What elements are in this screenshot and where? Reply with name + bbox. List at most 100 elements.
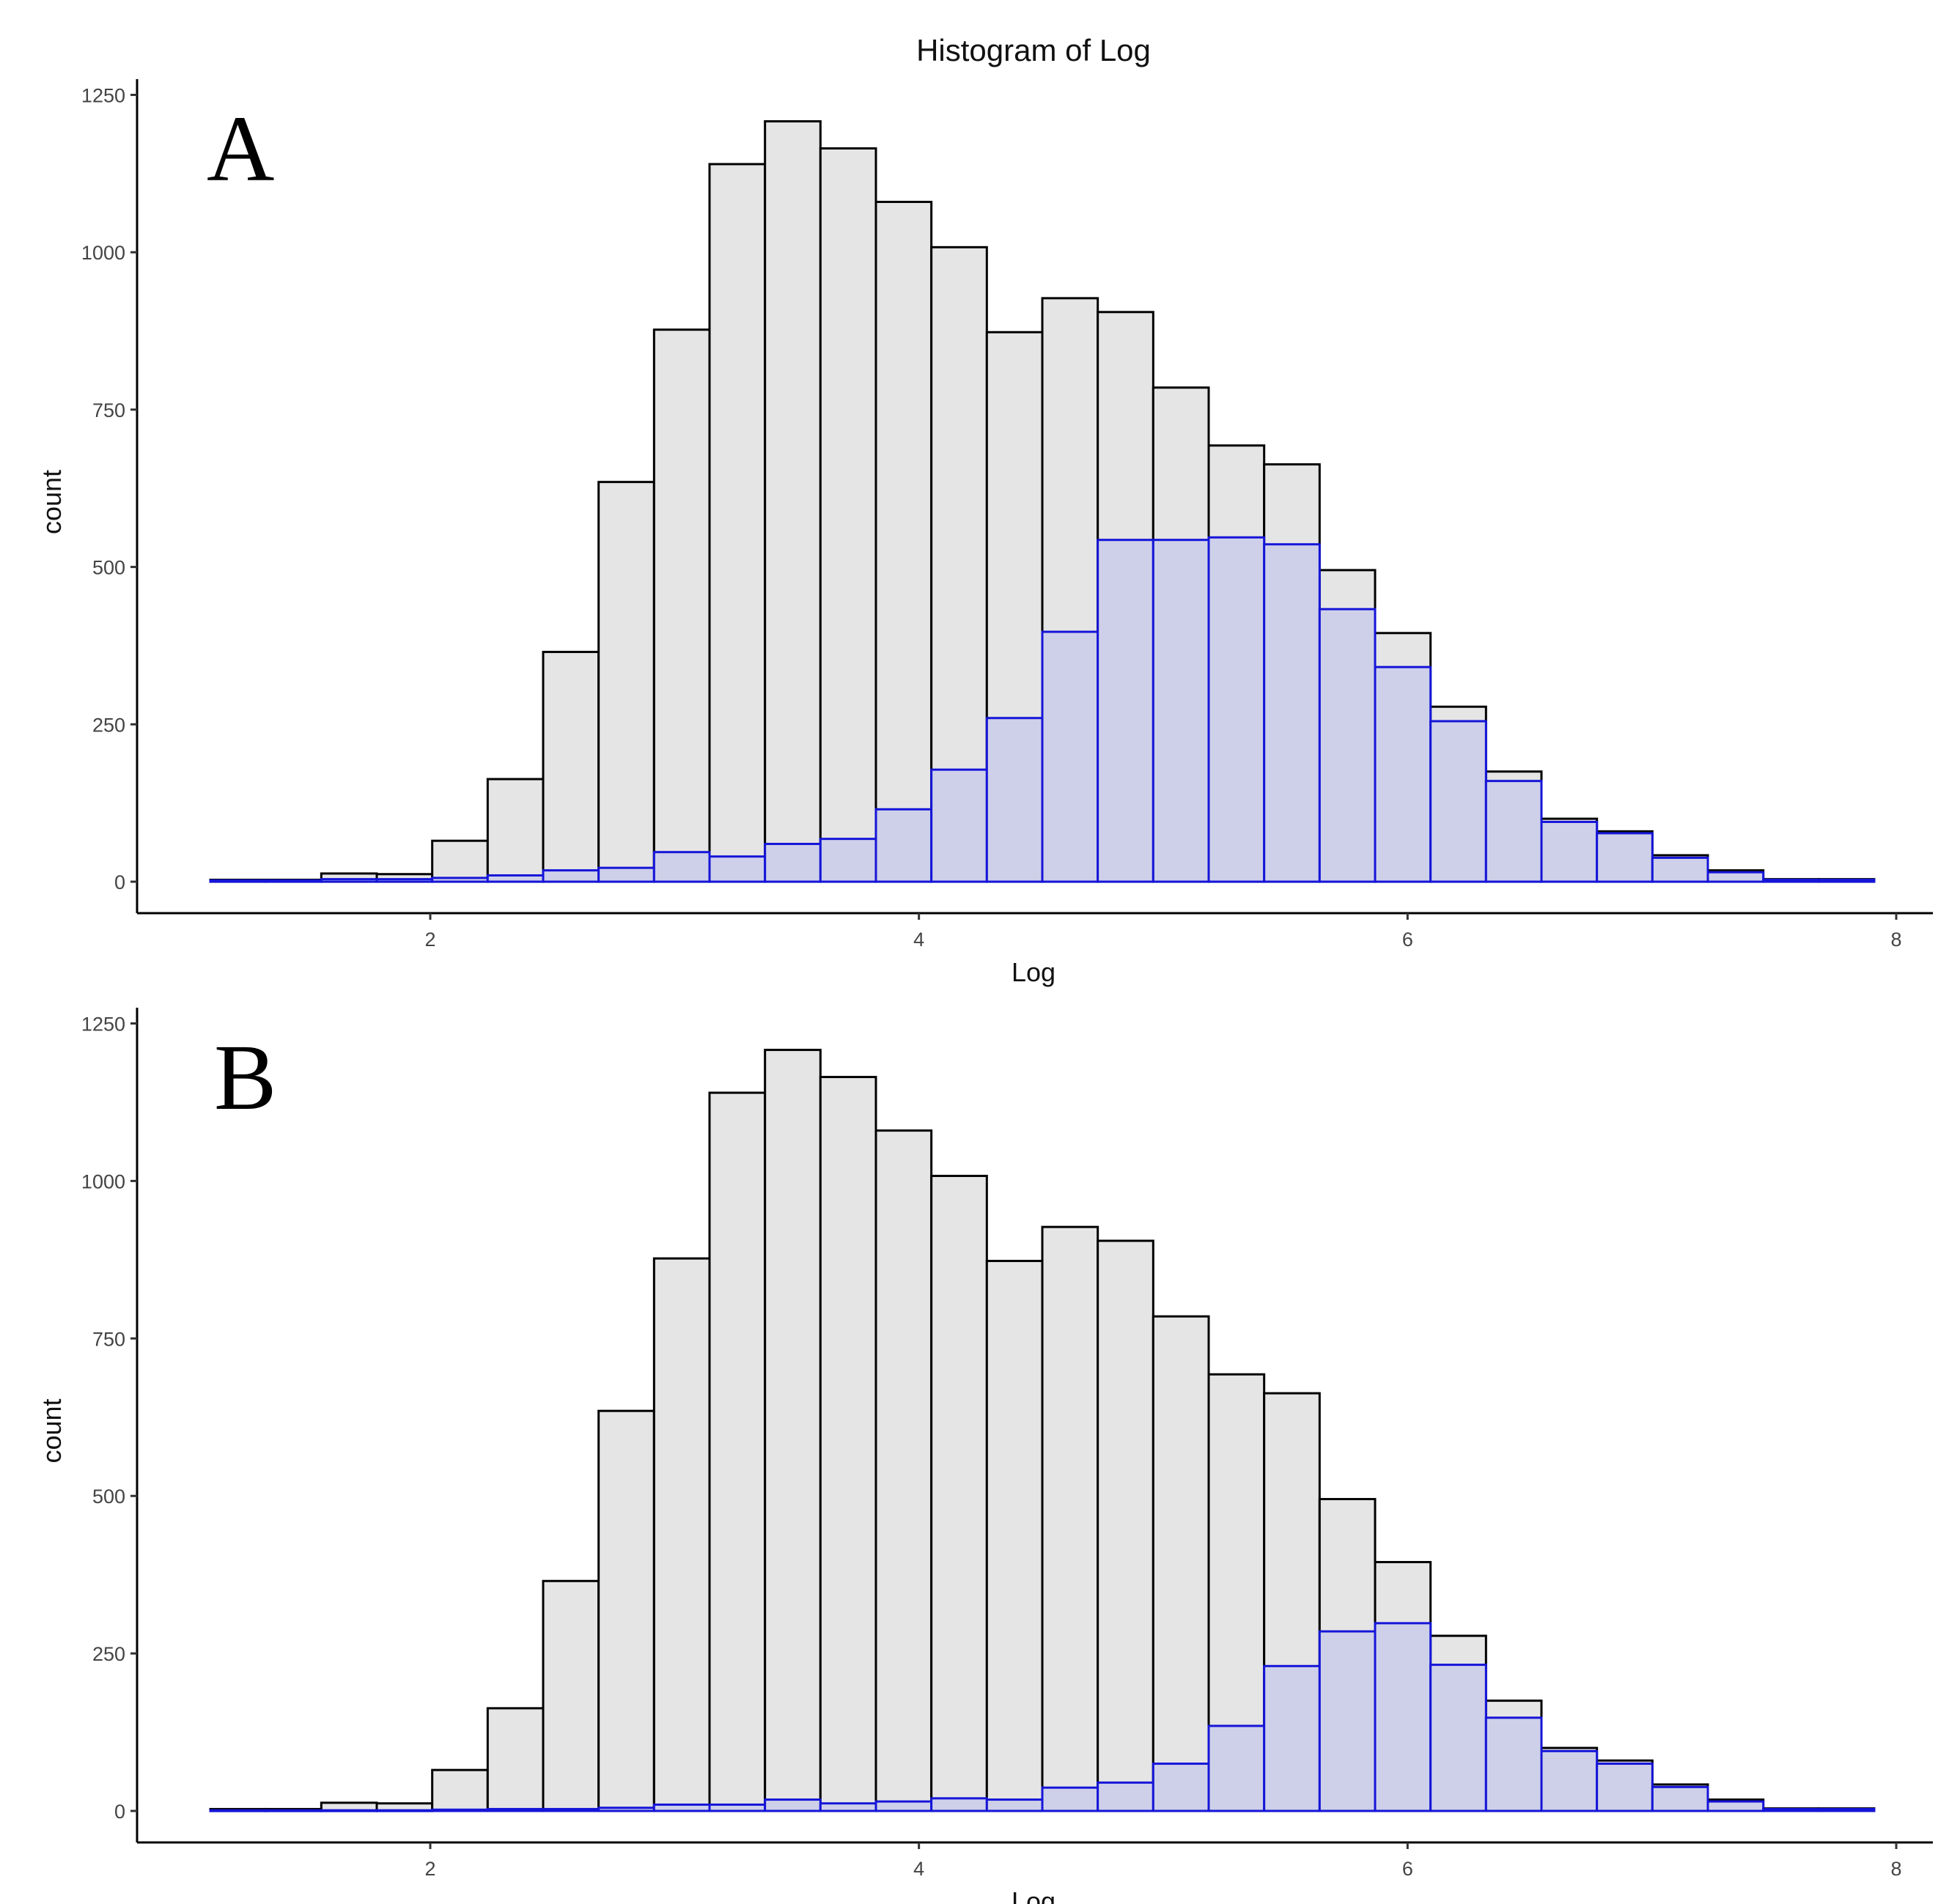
chart-panels: 0 250 500 750 1000 1250 2 4 6 8 Log count A 0 250 500 75… <box>37 79 1933 1904</box>
histogram-bar-subset <box>1596 1763 1654 1812</box>
histogram-bar <box>652 328 711 883</box>
histogram-bar-subset <box>1374 1622 1432 1812</box>
y-tick-label: 250 <box>92 714 125 736</box>
x-axis-title: Log <box>1012 957 1055 987</box>
histogram-bar-subset <box>874 1800 933 1812</box>
histogram-bar-subset <box>1152 1763 1210 1812</box>
histogram-bar-subset <box>597 866 655 883</box>
histogram-bar-subset <box>1429 720 1487 883</box>
histogram-bar-subset <box>764 1798 822 1812</box>
panel-b: 0 250 500 750 1000 1250 2 4 6 8 Log count B <box>37 1008 1933 1904</box>
histogram-bar <box>652 1257 711 1812</box>
x-tick-label: 8 <box>1890 929 1901 951</box>
x-tick-label: 4 <box>913 929 924 951</box>
histogram-bar-subset <box>985 717 1044 883</box>
histogram-bar-subset <box>1041 1786 1099 1812</box>
histogram-bar-subset <box>1374 665 1432 883</box>
histogram-bar-subset <box>1097 539 1154 883</box>
y-tick-label: 500 <box>92 1486 125 1508</box>
histogram-bar-subset <box>652 851 711 883</box>
y-tick-label: 1000 <box>81 242 125 264</box>
histogram-bar-subset <box>265 1809 323 1812</box>
histogram-bar-subset <box>930 768 988 883</box>
histogram-bar-subset <box>1540 820 1599 883</box>
y-axis-title: count <box>37 1398 67 1463</box>
histogram-bar-subset <box>1318 1630 1377 1812</box>
histogram-bar <box>597 1409 655 1812</box>
histogram-bar-subset <box>320 878 378 883</box>
histogram-bar <box>764 120 822 883</box>
histogram-bar-subset <box>1817 878 1876 883</box>
series-subset <box>209 536 1876 883</box>
y-axis-title: count <box>37 470 67 534</box>
histogram-bar-subset <box>1207 536 1266 883</box>
histogram-bar-subset <box>930 1797 988 1812</box>
histogram-bar-subset <box>819 838 877 883</box>
histogram-bar-subset <box>652 1803 711 1812</box>
histogram-bar-subset <box>1540 1749 1599 1812</box>
histogram-bar <box>486 778 545 883</box>
histogram-bar-subset <box>375 878 434 883</box>
x-tick-label: 4 <box>913 1858 924 1880</box>
panel-a: 0 250 500 750 1000 1250 2 4 6 8 Log count A <box>37 79 1933 987</box>
histogram-bar <box>1097 1239 1154 1812</box>
y-tick-label: 0 <box>114 1801 125 1823</box>
histogram-bar-subset <box>486 1807 545 1812</box>
y-tick-label: 250 <box>92 1643 125 1665</box>
y-tick-label: 1250 <box>81 1013 125 1035</box>
y-tick-label: 750 <box>92 399 125 421</box>
histogram-bar-subset <box>1762 1807 1820 1812</box>
histogram-bar-subset <box>1706 871 1765 883</box>
chart-title: Histogram of Log <box>916 33 1151 67</box>
histogram-bar <box>708 1091 767 1812</box>
histogram-bar-subset <box>1706 1800 1765 1812</box>
y-tick-label: 0 <box>114 871 125 893</box>
histogram-bar-subset <box>1041 630 1099 883</box>
y-tick-label: 1250 <box>81 84 125 106</box>
histogram-bar <box>708 163 767 883</box>
histogram-bar <box>985 1260 1044 1812</box>
histogram-bar-subset <box>542 1807 600 1812</box>
histogram-bar-subset <box>1207 1724 1266 1812</box>
x-tick-label: 2 <box>424 929 435 951</box>
series-subset <box>209 1622 1876 1812</box>
histogram-bar <box>1041 1225 1099 1812</box>
x-tick-label: 6 <box>1402 1858 1413 1880</box>
histogram-bar-subset <box>1152 539 1210 883</box>
histogram-bar-subset <box>486 874 545 883</box>
histogram-bar <box>431 1768 489 1812</box>
histogram-bar <box>431 839 489 883</box>
y-tick-label: 1000 <box>81 1170 125 1192</box>
histogram-bar-subset <box>209 1809 268 1812</box>
histogram-bar-subset <box>985 1798 1044 1812</box>
histogram-bar-subset <box>1263 1664 1321 1812</box>
histogram-bar-subset <box>1596 832 1654 883</box>
histogram-bar-subset <box>1651 1785 1709 1812</box>
panel-label: A <box>207 97 274 201</box>
histogram-bar <box>819 1076 877 1812</box>
histogram-bar-subset <box>1817 1807 1876 1812</box>
histogram-bar-subset <box>708 1803 767 1812</box>
histogram-bar <box>874 200 933 883</box>
y-tick-label: 500 <box>92 557 125 579</box>
histogram-bar-subset <box>431 1808 489 1812</box>
histogram-bar-subset <box>1762 878 1820 883</box>
histogram-bar <box>542 651 600 883</box>
x-tick-label: 8 <box>1890 1858 1901 1880</box>
histogram-bar <box>542 1579 600 1812</box>
histogram-bar-subset <box>209 879 268 883</box>
histogram-bar-subset <box>265 879 323 883</box>
histogram-bar-subset <box>1651 856 1709 883</box>
histogram-bar <box>597 481 655 883</box>
histogram-bar-subset <box>1484 1716 1543 1812</box>
histogram-bar-subset <box>1097 1781 1154 1812</box>
histogram-bar-subset <box>874 808 933 883</box>
x-tick-label: 2 <box>424 1858 435 1880</box>
histogram-bar-subset <box>1484 780 1543 883</box>
histogram-bar <box>764 1049 822 1812</box>
histogram-bar-subset <box>1263 543 1321 883</box>
histogram-bar <box>819 147 877 883</box>
histogram-bar-subset <box>320 1809 378 1812</box>
histogram-bar <box>874 1129 933 1812</box>
histogram-bar-subset <box>819 1802 877 1812</box>
